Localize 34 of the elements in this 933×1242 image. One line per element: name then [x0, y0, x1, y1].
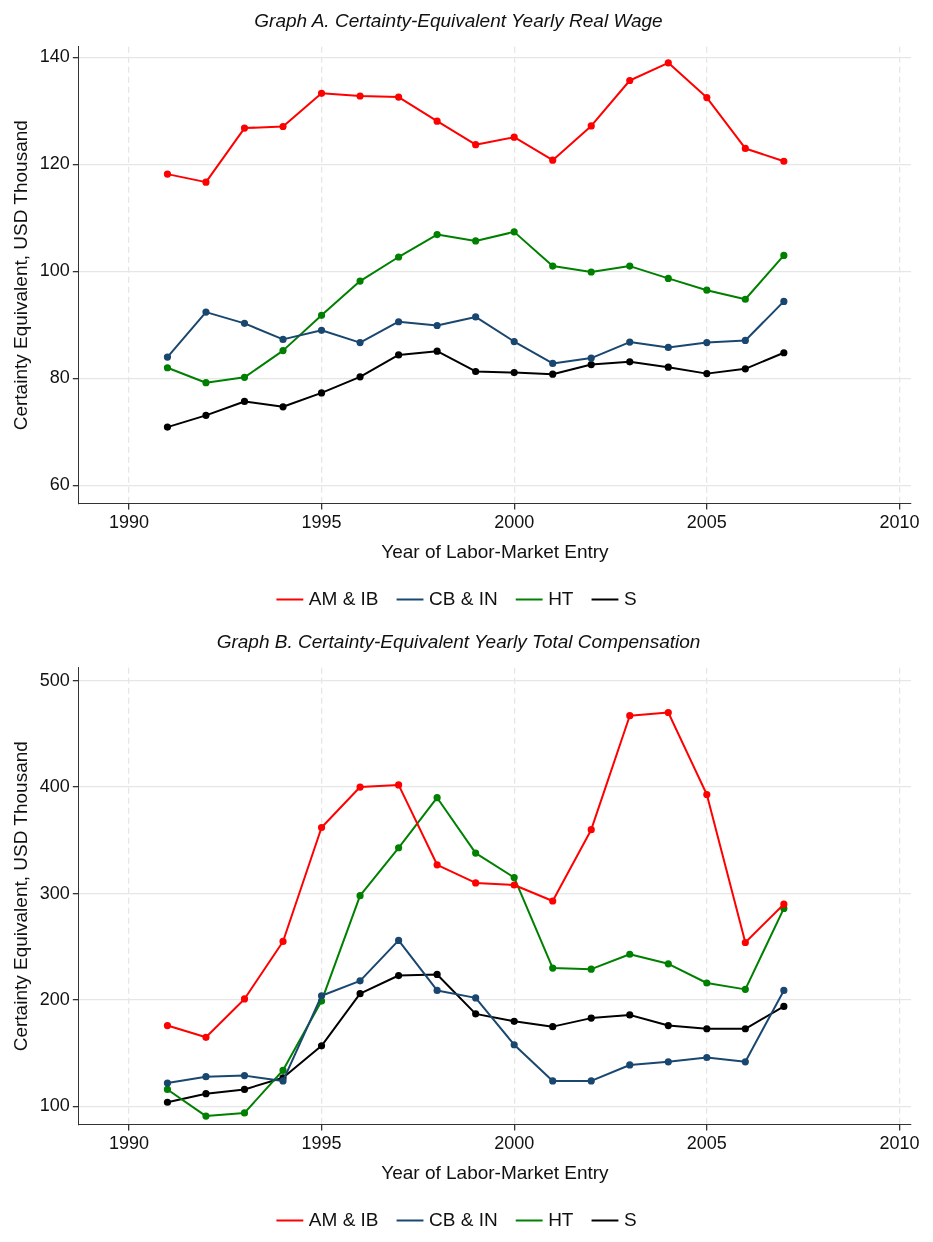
chart-title: Graph A. Certainty-Equivalent Yearly Real Wage: [254, 9, 663, 31]
legend-label: CB & IN: [429, 587, 498, 609]
y-tick-label: 120: [39, 153, 70, 174]
x-tick-label: 1995: [301, 1133, 342, 1154]
legend-label: S: [623, 1208, 637, 1230]
y-tick-label: 100: [39, 1095, 70, 1116]
x-tick-label: 1990: [108, 1133, 149, 1154]
x-axis-title: Year of Labor-Market Entry: [381, 1161, 610, 1183]
y-axis-title: Certainty Equivalent, USD Thousand: [9, 120, 31, 431]
y-tick-label: 300: [39, 882, 70, 903]
legend-label: HT: [548, 587, 574, 609]
x-tick-label: 1990: [108, 512, 149, 533]
chart-title: Graph B. Certainty-Equivalent Yearly Total Compensation: [216, 630, 701, 652]
legend-label: HT: [548, 1208, 574, 1230]
x-tick-label: 2000: [494, 512, 535, 533]
y-tick-label: 80: [49, 367, 70, 388]
y-tick-label: 60: [49, 474, 70, 495]
y-axis-title: Certainty Equivalent, USD Thousand: [9, 741, 31, 1052]
y-tick-label: 400: [39, 776, 70, 797]
legend-label: CB & IN: [429, 1208, 498, 1230]
x-tick-label: 2005: [686, 1133, 727, 1154]
legend-label: AM & IB: [308, 1208, 379, 1230]
legend-label: AM & IB: [308, 587, 379, 609]
y-tick-label: 140: [39, 46, 70, 67]
x-tick-label: 2010: [879, 1133, 920, 1154]
y-tick-label: 100: [39, 260, 70, 281]
x-tick-label: 1995: [301, 512, 342, 533]
y-tick-label: 500: [39, 669, 70, 690]
x-axis-title: Year of Labor-Market Entry: [381, 540, 610, 562]
x-tick-label: 2000: [494, 1133, 535, 1154]
legend-label: S: [623, 587, 637, 609]
x-tick-label: 2010: [879, 512, 920, 533]
x-tick-label: 2005: [686, 512, 727, 533]
y-tick-label: 200: [39, 988, 70, 1009]
